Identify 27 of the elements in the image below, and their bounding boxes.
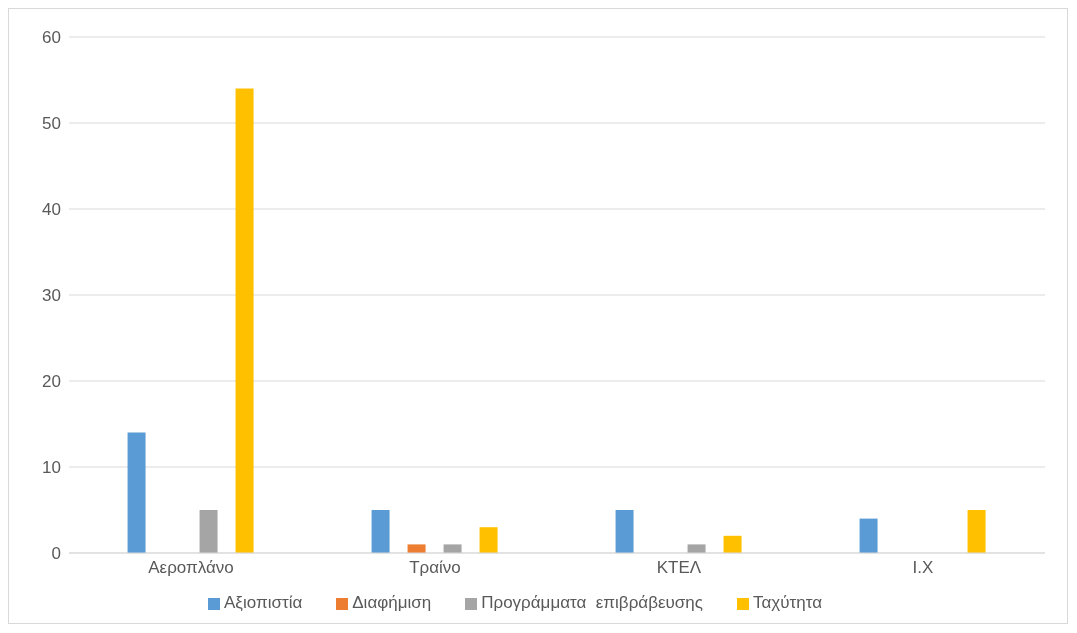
y-tick-label: 40 — [42, 200, 61, 220]
bar — [859, 518, 878, 553]
bar — [615, 510, 634, 553]
x-tick-label: ΚΤΕΛ — [656, 558, 702, 578]
y-tick-label: 30 — [42, 286, 61, 306]
legend-label: Διαφήμιση — [352, 593, 432, 612]
bar — [127, 432, 146, 553]
y-tick-label: 60 — [42, 28, 61, 48]
bar — [479, 527, 498, 553]
bar — [235, 88, 254, 553]
y-tick-label: 10 — [42, 458, 61, 478]
y-tick-label: 0 — [51, 544, 61, 564]
bar — [371, 510, 390, 553]
y-tick-label: 20 — [42, 372, 61, 392]
bar — [723, 535, 742, 553]
y-tick-label: 50 — [42, 114, 61, 134]
bar — [967, 510, 986, 553]
bar — [199, 510, 218, 553]
x-tick-label: Ι.Χ — [912, 558, 934, 578]
legend-label: Προγράμματα επιβράβευσης — [481, 593, 703, 612]
legend-label: Αξιοπιστία — [223, 593, 303, 612]
x-tick-label: Τραίνο — [409, 558, 461, 578]
legend-label: Ταχύτητα — [752, 593, 822, 612]
x-tick-label: Αεροπλάνο — [148, 558, 234, 578]
bar — [687, 544, 706, 553]
bar — [443, 544, 462, 553]
bar — [407, 544, 426, 553]
